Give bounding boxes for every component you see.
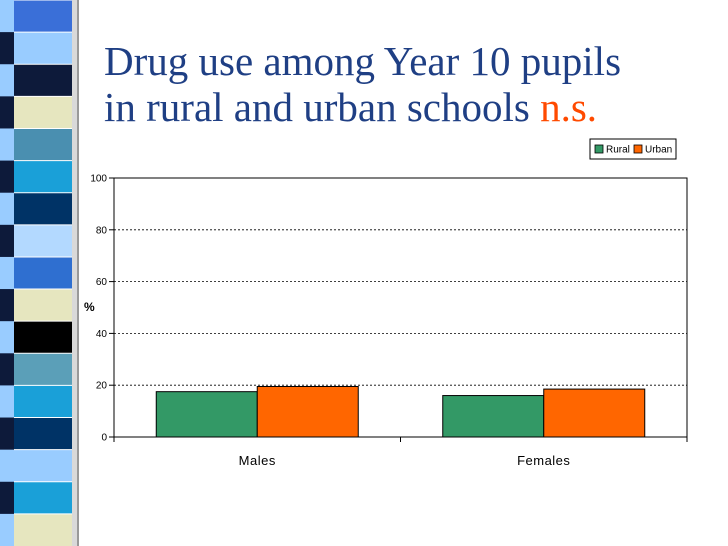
- stripe-border: [72, 0, 77, 546]
- stripe-segment: [14, 32, 72, 66]
- legend-label-urban: Urban: [645, 145, 672, 156]
- y-tick-label: 0: [101, 433, 107, 444]
- stripe-segment-thin: [0, 385, 14, 419]
- y-tick-label: 20: [96, 381, 108, 392]
- slide-title: Drug use among Year 10 pupils in rural a…: [104, 38, 714, 130]
- stripe-segment-thin: [0, 353, 14, 387]
- y-tick-label: 80: [96, 225, 108, 236]
- stripe-segment-thin: [0, 481, 14, 515]
- decorative-stripe: [0, 0, 79, 546]
- stripe-segment: [14, 385, 72, 419]
- stripe-segment: [14, 513, 72, 546]
- stripe-segment: [14, 256, 72, 291]
- bar-rural-females: [442, 395, 545, 438]
- stripe-segment-thin: [0, 0, 14, 34]
- category-labels: Males Females: [239, 453, 570, 468]
- y-tick-label: 40: [96, 329, 108, 340]
- y-axis-label: %: [84, 300, 95, 314]
- stripe-segment: [14, 449, 72, 483]
- stripe-segment-thin: [0, 224, 14, 258]
- stripe-segment-thin: [0, 256, 14, 291]
- legend-swatch-urban: [633, 144, 643, 154]
- stripe-segment: [14, 417, 72, 451]
- y-tick-label: 60: [96, 277, 108, 288]
- title-line-2: in rural and urban schools: [104, 84, 530, 130]
- stripe-segment-thin: [0, 128, 14, 162]
- stripe-segment: [14, 289, 72, 323]
- stripe-segment-thin: [0, 96, 14, 130]
- stripe-segment-thin: [0, 321, 14, 355]
- stripe-segment: [14, 96, 72, 130]
- legend-swatch-rural: [594, 144, 604, 154]
- y-axis-ticks: 0 20 40 60 80 100: [90, 174, 114, 444]
- legend: Rural Urban: [589, 138, 677, 160]
- stripe-segment-thin: [0, 160, 14, 194]
- stripe-segment: [14, 64, 72, 98]
- bar-urban-males: [256, 385, 359, 438]
- stripe-segment: [14, 128, 72, 162]
- stripe-segment-thin: [0, 449, 14, 483]
- bars: [155, 385, 646, 438]
- y-tick-label: 100: [90, 174, 107, 185]
- stripe-segment: [14, 192, 72, 226]
- stripe-segment: [14, 0, 72, 34]
- bar-rural-males: [155, 391, 258, 438]
- stripe-segment-thin: [0, 513, 14, 546]
- x-axis: [113, 437, 688, 442]
- legend-label-rural: Rural: [606, 145, 630, 156]
- bar-urban-females: [543, 388, 646, 438]
- stripe-segment-thin: [0, 64, 14, 98]
- stripe-segment-thin: [0, 417, 14, 451]
- stripe-segment-thin: [0, 192, 14, 226]
- stripe-segment: [14, 481, 72, 515]
- stripe-segment-thin: [0, 32, 14, 66]
- title-line-1: Drug use among Year 10 pupils: [104, 38, 622, 84]
- stripe-border: [77, 0, 79, 546]
- stripe-segment: [14, 353, 72, 387]
- stripe-segment: [14, 321, 72, 355]
- stripe-segment: [14, 160, 72, 194]
- category-label: Males: [239, 453, 276, 468]
- stripe-segment-thin: [0, 289, 14, 323]
- title-note: n.s.: [540, 84, 598, 130]
- stripe-segment: [14, 224, 72, 258]
- legend-box: [589, 138, 677, 160]
- category-label: Females: [517, 453, 570, 468]
- gridlines: [114, 229, 687, 386]
